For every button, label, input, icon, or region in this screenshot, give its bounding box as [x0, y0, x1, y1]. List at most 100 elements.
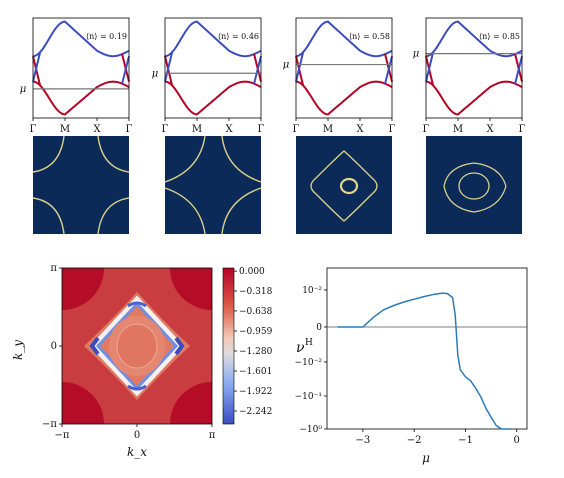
x-tick-label: Γ — [162, 124, 169, 135]
hall-y-tick-label: −10⁻² — [295, 358, 323, 368]
fermi-surface-bg — [33, 136, 129, 234]
fermi-surface-bg — [296, 136, 392, 234]
fermi-surface-panel-2 — [164, 135, 262, 235]
colorbar-tick-label: −1.922 — [239, 387, 272, 397]
colorbar-tick-label: 0.000 — [239, 267, 265, 277]
upper-band — [295, 20, 393, 58]
x-tick-label: M — [192, 124, 202, 135]
x-tick-label: X — [93, 124, 101, 135]
colorbar-tick-label: −0.318 — [239, 287, 273, 297]
x-tick-label: X — [486, 124, 494, 135]
fermi-contour — [221, 135, 262, 183]
band-crossing — [513, 55, 523, 85]
fermi-pocket — [32, 135, 65, 173]
fermi-contour — [221, 187, 262, 235]
colorbar-tick-label: −0.959 — [239, 327, 273, 337]
band-crossing — [120, 55, 130, 85]
mu-label: μ — [413, 49, 420, 60]
colorbar-tick-label: −2.242 — [239, 407, 272, 417]
colorbar-tick-label: −1.601 — [239, 367, 272, 377]
colorbar-tick-label: −1.280 — [239, 347, 273, 357]
colorbar-ticks: 0.000 −0.318 −0.638 −0.959 −1.280 −1.601 −1.92… — [234, 267, 273, 417]
hall-series-line — [337, 292, 512, 430]
filling-label: ⟨n⟩ = 0.46 — [218, 32, 259, 41]
svg-text:H: H — [305, 338, 313, 348]
heatmap-y-tick-label: −π — [42, 419, 57, 430]
x-tick-label: Γ — [519, 124, 526, 135]
heatmap-ring-hot — [127, 384, 147, 391]
band-panel-4: μ ⟨n⟩ = 0.85 Γ M X Γ — [413, 17, 526, 135]
fermi-contour-outer — [443, 162, 507, 213]
heatmap-corner-pocket — [170, 382, 212, 424]
hall-axes: −3 −2 −1 0 10⁻² 0 −10⁻² −10⁻¹ −10⁰ — [295, 286, 520, 446]
band-panel-3: μ ⟨n⟩ = 0.58 Γ M X Γ — [283, 17, 396, 135]
x-tick-label: Γ — [258, 124, 265, 135]
heatmap-ring-hot — [89, 336, 100, 356]
x-tick-label: Γ — [423, 124, 430, 135]
band-crossing — [164, 52, 174, 82]
fermi-contour-inner — [458, 172, 490, 200]
colorbar — [222, 267, 235, 425]
x-tick-label: Γ — [293, 124, 300, 135]
hall-y-tick-label: 10⁻² — [302, 286, 322, 296]
heatmap-x-tick-label: π — [209, 430, 216, 441]
x-tick-label: Γ — [30, 124, 37, 135]
fermi-surface-bg — [426, 136, 522, 234]
x-tick-label: M — [453, 124, 463, 135]
heatmap-corner-pocket — [170, 268, 212, 310]
upper-band — [425, 20, 523, 58]
fermi-surface-panel-4 — [426, 136, 522, 234]
heatmap-corner-pocket — [62, 268, 104, 310]
svg-text:ν: ν — [296, 340, 305, 356]
hall-conductivity-plot: −3 −2 −1 0 10⁻² 0 −10⁻² −10⁻¹ −10⁰ μ ν H — [295, 267, 528, 465]
hall-xlabel: μ — [422, 451, 430, 465]
band-crossing — [425, 52, 435, 82]
hall-x-tick-label: −1 — [458, 435, 473, 446]
heatmap-corner-pocket — [62, 382, 104, 424]
heatmap-center-core — [116, 323, 158, 369]
band-crossing — [383, 55, 393, 85]
upper-band — [164, 20, 262, 58]
hall-x-tick-label: 0 — [514, 435, 520, 446]
band-crossing — [32, 52, 42, 82]
band-crossing — [295, 52, 305, 82]
heatmap-xlabel: k_x — [127, 445, 147, 459]
fermi-pocket — [32, 197, 65, 235]
fermi-contour-outer — [310, 150, 378, 222]
band-crossing — [252, 55, 262, 85]
fermi-contour — [164, 187, 206, 235]
filling-label: ⟨n⟩ = 0.58 — [349, 32, 390, 41]
band-panel-frame — [32, 17, 130, 119]
hall-y-tick-label: −10⁰ — [299, 425, 322, 435]
x-tick-label: X — [356, 124, 364, 135]
band-structure-row: μ ⟨n⟩ = 0.19 Γ M X Γμ ⟨n⟩ = 0.46 Γ M X Γμ ⟨n⟩ = 0.5… — [20, 17, 526, 135]
mu-label: μ — [152, 68, 159, 79]
fermi-pocket — [97, 197, 130, 235]
filling-label: ⟨n⟩ = 0.85 — [479, 32, 520, 41]
hall-ylabel: ν H — [296, 338, 313, 356]
band-panel-frame — [425, 17, 523, 119]
heatmap-y-tick-label: 0 — [51, 341, 57, 352]
heatmap-axes: −π 0 π −π 0 π — [42, 263, 216, 441]
mu-label: μ — [20, 84, 27, 95]
heatmap-x-tick-label: 0 — [134, 430, 140, 441]
filling-label: ⟨n⟩ = 0.19 — [86, 32, 127, 41]
fermi-pocket — [97, 135, 130, 173]
fermi-contour-inner — [339, 177, 359, 195]
hall-x-tick-label: −2 — [407, 435, 422, 446]
hall-y-tick-label: 0 — [316, 323, 322, 333]
fermi-surface-panel-3 — [296, 136, 392, 234]
band-panel-frame — [295, 17, 393, 119]
heatmap-ring — [89, 295, 185, 397]
berry-curvature-heatmap: −π 0 π −π 0 π k_x k_y 0.000 −0.318 −0.638 −0.959… — [11, 263, 273, 459]
x-tick-label: X — [225, 124, 233, 135]
upper-band — [32, 20, 130, 58]
band-panel-frame — [164, 17, 262, 119]
band-panel-1: μ ⟨n⟩ = 0.19 Γ M X Γ — [20, 17, 133, 135]
heatmap-ring-hot — [127, 301, 147, 308]
hall-x-tick-label: −3 — [356, 435, 371, 446]
x-tick-label: M — [60, 124, 70, 135]
colorbar-tick-label: −0.638 — [239, 307, 273, 317]
hall-frame — [326, 267, 528, 430]
